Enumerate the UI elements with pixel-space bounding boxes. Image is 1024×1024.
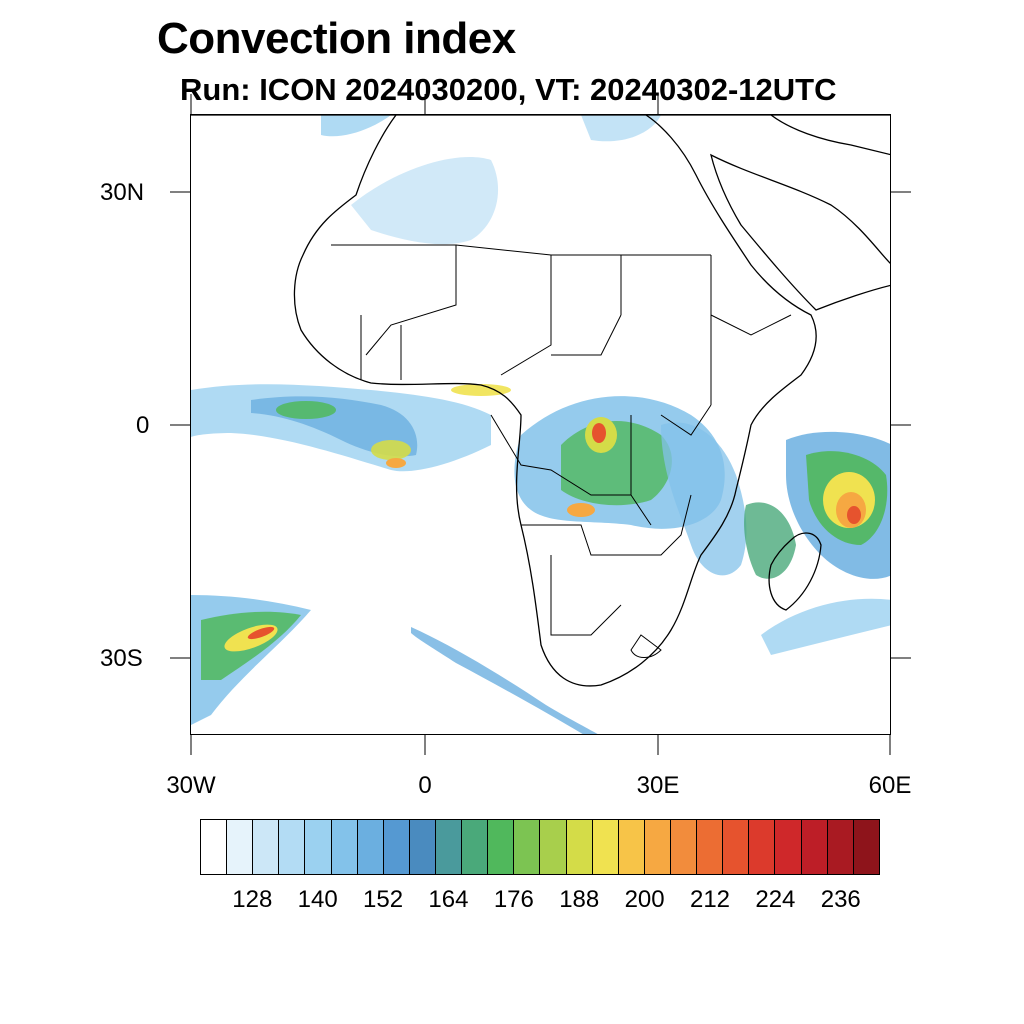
coastlines xyxy=(191,115,890,687)
shade-gulf-guinea xyxy=(451,384,511,396)
shade-med xyxy=(321,115,391,137)
shade-frontal-band xyxy=(411,627,598,734)
colorbar-cell xyxy=(775,820,802,874)
colorbar-cell xyxy=(462,820,489,874)
map-panel xyxy=(190,114,891,735)
chart-subtitle: Run: ICON 2024030200, VT: 20240302-12UTC xyxy=(180,72,837,107)
colorbar-cell xyxy=(305,820,332,874)
colorbar-cell xyxy=(227,820,254,874)
colorbar-cell xyxy=(357,820,384,874)
lat-label-30s: 30S xyxy=(100,645,143,672)
colorbar-cell xyxy=(566,820,593,874)
shade-south-atlantic-red xyxy=(247,626,275,640)
shade-east-med xyxy=(581,115,661,142)
shade-mozambique xyxy=(744,502,796,579)
shade-congo-red xyxy=(592,423,606,443)
colorbar-cell xyxy=(644,820,671,874)
colorbar-cell xyxy=(749,820,776,874)
country-borders xyxy=(331,244,792,658)
lon-label-30w: 30W xyxy=(166,772,216,799)
colorbar-tick-label: 200 xyxy=(624,886,665,913)
colorbar-cell xyxy=(488,820,515,874)
colorbar-cell xyxy=(723,820,750,874)
colorbar-cell xyxy=(697,820,724,874)
colorbar-cell xyxy=(592,820,619,874)
madagascar xyxy=(768,532,822,611)
africa-coastline xyxy=(293,115,817,687)
shade-atlantic-yellow xyxy=(371,440,411,460)
colorbar-cell xyxy=(827,820,854,874)
chart-title: Convection index xyxy=(157,14,516,63)
colorbar-tick-label: 152 xyxy=(363,886,404,913)
colorbar-cell xyxy=(618,820,645,874)
lon-label-0: 0 xyxy=(418,772,432,799)
colorbar-cell xyxy=(279,820,306,874)
colorbar-cell xyxy=(540,820,567,874)
colorbar-tick-label: 188 xyxy=(559,886,600,913)
colorbar-cell xyxy=(801,820,828,874)
colorbar-tick-label: 212 xyxy=(689,886,731,913)
shade-south-indian xyxy=(761,598,890,655)
shade-east-africa xyxy=(661,422,747,576)
shade-indian-ocean-red xyxy=(847,506,861,524)
arabian-peninsula xyxy=(710,153,890,311)
colorbar-tick-label: 164 xyxy=(428,886,469,913)
colorbar-tick-label: 236 xyxy=(820,886,861,913)
colorbar-cell xyxy=(253,820,280,874)
colorbar-cell xyxy=(670,820,698,874)
colorbar-cell xyxy=(853,820,879,874)
convection-shading xyxy=(191,115,890,734)
lat-label-30n: 30N xyxy=(100,179,145,206)
colorbar-cell xyxy=(201,820,228,874)
colorbar-cell xyxy=(435,820,463,874)
colorbar-tick-label: 128 xyxy=(232,886,273,913)
shade-atlantic-orange xyxy=(386,458,406,468)
colorbar-tick-label: 224 xyxy=(755,886,796,913)
lon-label-60e: 60E xyxy=(868,772,912,799)
colorbar xyxy=(200,819,880,875)
shade-atlantic-green xyxy=(276,401,336,419)
colorbar-cell xyxy=(514,820,541,874)
lon-label-30e: 30E xyxy=(636,772,680,799)
colorbar-cell xyxy=(331,820,358,874)
colorbar-tick-label: 140 xyxy=(297,886,338,913)
lat-label-0: 0 xyxy=(136,412,150,439)
colorbar-cell xyxy=(409,820,436,874)
shade-sahara xyxy=(351,157,499,245)
map-canvas xyxy=(191,115,890,734)
europe-coast xyxy=(191,115,890,156)
shade-congo-orange xyxy=(567,503,595,517)
colorbar-cell xyxy=(383,820,410,874)
colorbar-tick-label: 176 xyxy=(493,886,534,913)
